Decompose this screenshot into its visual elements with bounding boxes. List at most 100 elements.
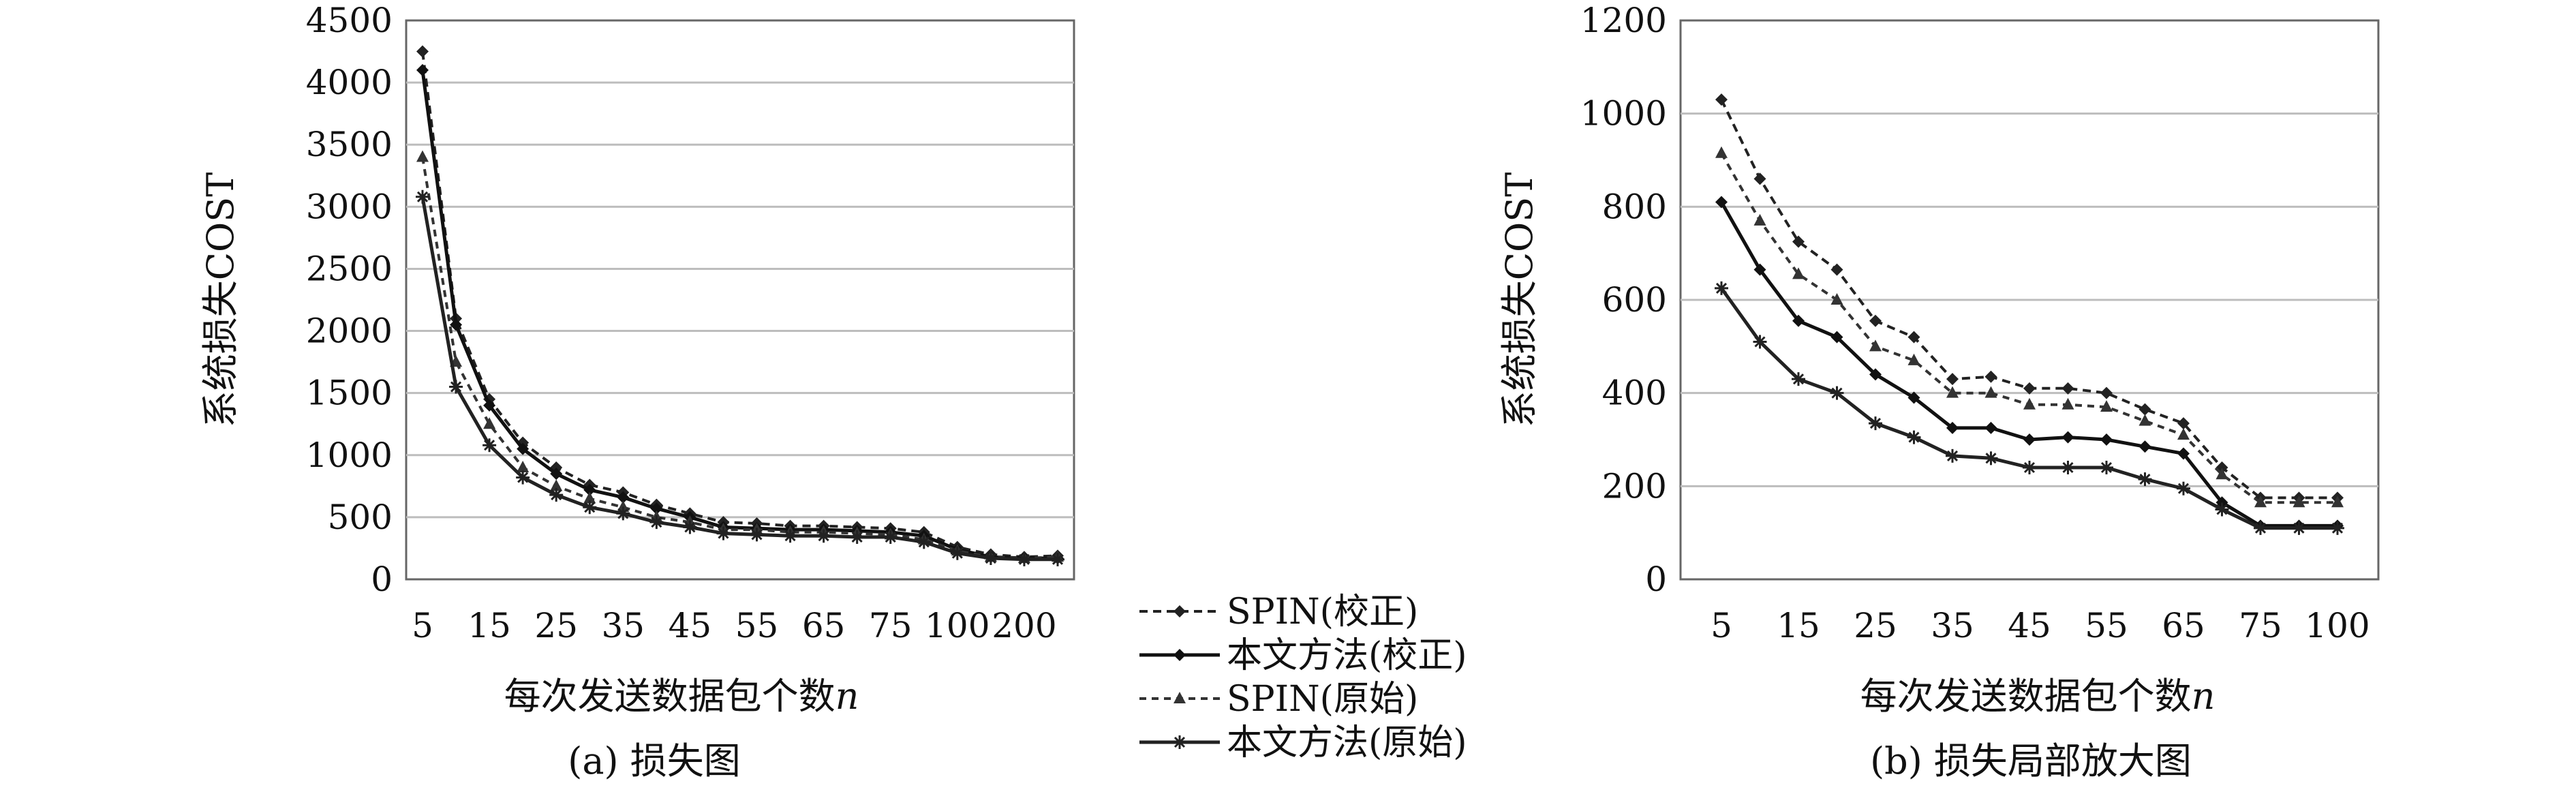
data-point: [1869, 314, 1882, 327]
y-axis-title-a: 系统损失COST: [199, 172, 242, 428]
data-point: [2061, 431, 2074, 444]
data-point: [2331, 521, 2344, 535]
y-tick-label: 0: [371, 560, 393, 599]
data-point: [2023, 461, 2036, 474]
data-point: [2331, 495, 2344, 508]
legend-marker: [1174, 649, 1186, 661]
data-point: [416, 189, 429, 204]
y-tick-label: 600: [1602, 280, 1667, 320]
x-tick-label: 75: [2239, 606, 2282, 645]
x-tick-label: 200: [992, 606, 1056, 645]
data-point: [1715, 93, 1728, 106]
data-point: [1946, 448, 1959, 463]
data-point: [2138, 472, 2152, 487]
data-point: [1753, 172, 1766, 185]
data-point: [883, 530, 898, 545]
x-axis-title-b: 每次发送数据包个数n: [1860, 675, 2215, 718]
data-point: [2023, 382, 2036, 395]
data-point: [1715, 281, 1728, 295]
x-tick-label: 25: [534, 606, 578, 645]
x-tick-label: 15: [1777, 606, 1820, 645]
x-tick-label: 100: [2305, 606, 2370, 645]
series-line: [421, 51, 1058, 559]
data-point: [1984, 421, 1997, 434]
legend-marker: [1173, 735, 1186, 749]
data-point: [617, 491, 630, 504]
x-tick-label: 45: [669, 606, 712, 645]
data-point: [1715, 196, 1728, 209]
y-tick-label: 2000: [306, 311, 393, 351]
data-point: [1792, 235, 1805, 248]
data-point: [750, 528, 764, 542]
data-point: [683, 520, 697, 534]
x-tick-label: 65: [802, 606, 846, 645]
data-point: [1792, 372, 1805, 386]
data-point: [1715, 146, 1728, 158]
data-point: [917, 535, 931, 549]
data-point: [983, 551, 998, 566]
data-point: [2100, 461, 2113, 474]
data-point: [2100, 433, 2113, 446]
y-tick-label: 1500: [306, 373, 393, 413]
y-tick-label: 1000: [1580, 94, 1667, 134]
x-tick-label: 35: [1931, 606, 1974, 645]
y-tick-label: 0: [1645, 560, 1667, 599]
data-point: [1017, 552, 1031, 566]
series-group-a: [416, 45, 1064, 566]
y-tick-label: 4500: [306, 1, 393, 40]
y-tick-label: 200: [1602, 466, 1667, 506]
y-tick-label: 3000: [306, 187, 393, 226]
chart-loss: 0 500 1000 1500 2000 2500 3000 3500 4000 4500 5 15…: [199, 1, 1075, 782]
series-line: [420, 70, 1058, 560]
data-point: [2177, 447, 2190, 460]
data-point: [2061, 382, 2074, 395]
series-line: [421, 157, 1058, 560]
data-point: [1792, 314, 1805, 327]
data-point: [550, 479, 563, 491]
data-point: [449, 380, 463, 394]
data-point: [1984, 386, 1997, 398]
data-point: [1830, 386, 1844, 400]
data-point: [483, 417, 496, 429]
data-point: [549, 488, 564, 502]
x-tick-label: 65: [2162, 606, 2205, 645]
data-point: [1907, 331, 1920, 343]
data-point: [1753, 213, 1766, 226]
data-point: [850, 530, 864, 545]
data-point: [783, 529, 797, 543]
y-tick-label: 1200: [1580, 1, 1667, 40]
data-point: [1830, 331, 1843, 343]
data-point: [583, 483, 596, 496]
legend-marker: [1174, 605, 1186, 617]
data-point: [950, 546, 964, 560]
y-tick-label: 1000: [306, 436, 393, 475]
data-point: [517, 442, 530, 455]
data-point: [1907, 391, 1920, 404]
data-point: [1051, 552, 1064, 566]
data-point: [2100, 400, 2113, 412]
series-line: [420, 196, 1058, 562]
data-point: [416, 63, 429, 76]
legend-label: SPIN(校正): [1227, 592, 1418, 632]
data-point: [649, 515, 664, 530]
y-tick-label: 3500: [306, 125, 393, 164]
data-point: [583, 491, 596, 504]
data-point: [2023, 433, 2036, 446]
data-point: [1869, 339, 1882, 352]
x-tick-label: 75: [869, 606, 913, 645]
data-point: [1984, 451, 1998, 465]
data-point: [2138, 403, 2151, 416]
x-tick-labels-a: 5 15 25 35 45 55 65 75 100 200: [412, 606, 1057, 645]
data-point: [450, 318, 463, 331]
x-tick-label: 55: [2085, 606, 2128, 645]
x-tick-label: 25: [1854, 606, 1897, 645]
y-axis-title-b: 系统损失COST: [1498, 172, 1541, 428]
data-point: [583, 500, 597, 515]
data-point: [1946, 373, 1959, 386]
data-point: [2061, 461, 2075, 474]
y-tick-label: 800: [1602, 187, 1667, 226]
data-point: [1792, 267, 1805, 279]
gridlines-a: [406, 81, 1074, 519]
plot-area-a: [405, 19, 1075, 581]
